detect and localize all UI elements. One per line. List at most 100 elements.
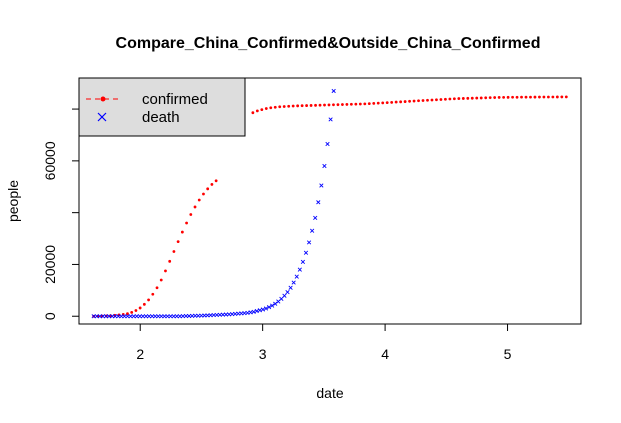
series-confirmed <box>92 179 218 318</box>
data-point-death <box>156 314 161 319</box>
data-point-death <box>260 307 266 312</box>
data-point-confirmed <box>296 104 300 108</box>
data-point-death <box>168 314 173 319</box>
data-point-death <box>171 314 176 319</box>
data-point-death <box>128 314 133 319</box>
data-point-confirmed <box>466 96 470 100</box>
data-point-confirmed <box>475 96 479 100</box>
data-point-confirmed <box>448 97 452 101</box>
data-point-death <box>97 314 102 319</box>
data-point-confirmed <box>381 101 385 105</box>
data-point-death <box>165 314 170 319</box>
data-point-death <box>162 314 167 319</box>
data-point-confirmed <box>399 100 403 104</box>
data-point-confirmed <box>341 103 344 106</box>
data-point-confirmed <box>332 103 335 107</box>
data-point-confirmed <box>314 103 317 107</box>
data-point-confirmed <box>327 103 331 107</box>
legend-box <box>78 77 246 137</box>
data-point-confirmed <box>367 102 371 106</box>
data-point-death <box>116 314 121 319</box>
data-point-confirmed <box>515 95 519 99</box>
data-point-confirmed <box>417 99 420 103</box>
data-point-confirmed <box>155 286 159 290</box>
data-point-confirmed <box>533 95 537 99</box>
data-point-confirmed <box>151 292 155 296</box>
data-point-confirmed <box>323 103 326 107</box>
data-point-death <box>150 314 155 319</box>
data-point-confirmed <box>493 96 497 99</box>
data-point-death <box>174 314 179 319</box>
data-point-confirmed <box>470 96 474 100</box>
data-point-confirmed <box>134 309 138 312</box>
data-point-confirmed <box>260 108 264 111</box>
legend-death-marker <box>97 112 107 122</box>
data-point-death <box>110 314 115 319</box>
data-point-confirmed <box>564 95 568 99</box>
data-point-confirmed <box>529 95 532 99</box>
data-point-confirmed <box>185 221 188 225</box>
x-tick-label: 5 <box>504 346 512 362</box>
data-point-confirmed <box>363 102 367 106</box>
data-point-death <box>300 259 306 264</box>
legend-confirmed-label: confirmed <box>142 91 208 108</box>
data-point-death <box>291 280 296 285</box>
data-point-confirmed <box>444 97 447 101</box>
data-point-confirmed <box>300 104 304 108</box>
data-point-confirmed <box>130 310 134 314</box>
data-point-confirmed <box>484 96 488 100</box>
data-point-confirmed <box>555 95 559 99</box>
data-point-death <box>282 293 287 298</box>
data-point-death <box>140 314 146 319</box>
data-point-death <box>279 296 284 302</box>
data-point-death <box>91 314 96 319</box>
y-tick-label: 0 <box>42 312 58 320</box>
legend: confirmed death <box>78 77 246 137</box>
data-point-death <box>131 314 136 319</box>
data-point-death <box>273 301 278 306</box>
data-point-confirmed <box>511 95 514 99</box>
data-point-confirmed <box>197 198 201 202</box>
data-point-confirmed <box>305 104 308 107</box>
data-point-death <box>251 309 256 314</box>
data-point-confirmed <box>206 187 210 191</box>
data-point-confirmed <box>430 98 434 102</box>
data-point-death <box>303 250 309 255</box>
y-axis-label: people <box>5 180 21 222</box>
data-point-confirmed <box>318 103 322 107</box>
data-point-confirmed <box>421 99 425 102</box>
data-point-confirmed <box>172 250 176 253</box>
data-point-death <box>263 306 269 311</box>
data-point-confirmed <box>403 100 407 103</box>
data-point-death <box>103 314 109 319</box>
data-point-confirmed <box>193 205 197 209</box>
data-point-confirmed <box>426 98 429 102</box>
data-point-death <box>322 163 327 169</box>
data-point-confirmed <box>287 104 291 108</box>
data-point-confirmed <box>214 179 218 183</box>
data-point-confirmed <box>488 96 492 100</box>
data-point-death <box>122 314 127 319</box>
data-point-confirmed <box>291 104 295 108</box>
data-point-confirmed <box>159 278 163 282</box>
data-point-confirmed <box>210 183 214 186</box>
series-confirmed <box>251 95 568 115</box>
data-point-death <box>316 200 321 205</box>
data-point-confirmed <box>390 100 394 104</box>
data-point-confirmed <box>542 95 546 99</box>
data-point-death <box>134 314 139 319</box>
data-point-death <box>288 285 293 290</box>
data-point-death <box>146 314 152 319</box>
data-point-death <box>113 314 118 319</box>
data-point-death <box>313 215 318 220</box>
data-point-confirmed <box>452 97 456 101</box>
data-point-death <box>328 117 333 122</box>
data-point-confirmed <box>354 102 358 106</box>
data-point-confirmed <box>176 240 180 244</box>
data-point-confirmed <box>358 102 362 106</box>
data-point-confirmed <box>502 95 506 99</box>
data-point-death <box>270 303 275 308</box>
data-point-confirmed <box>189 213 193 216</box>
data-point-confirmed <box>394 100 398 104</box>
